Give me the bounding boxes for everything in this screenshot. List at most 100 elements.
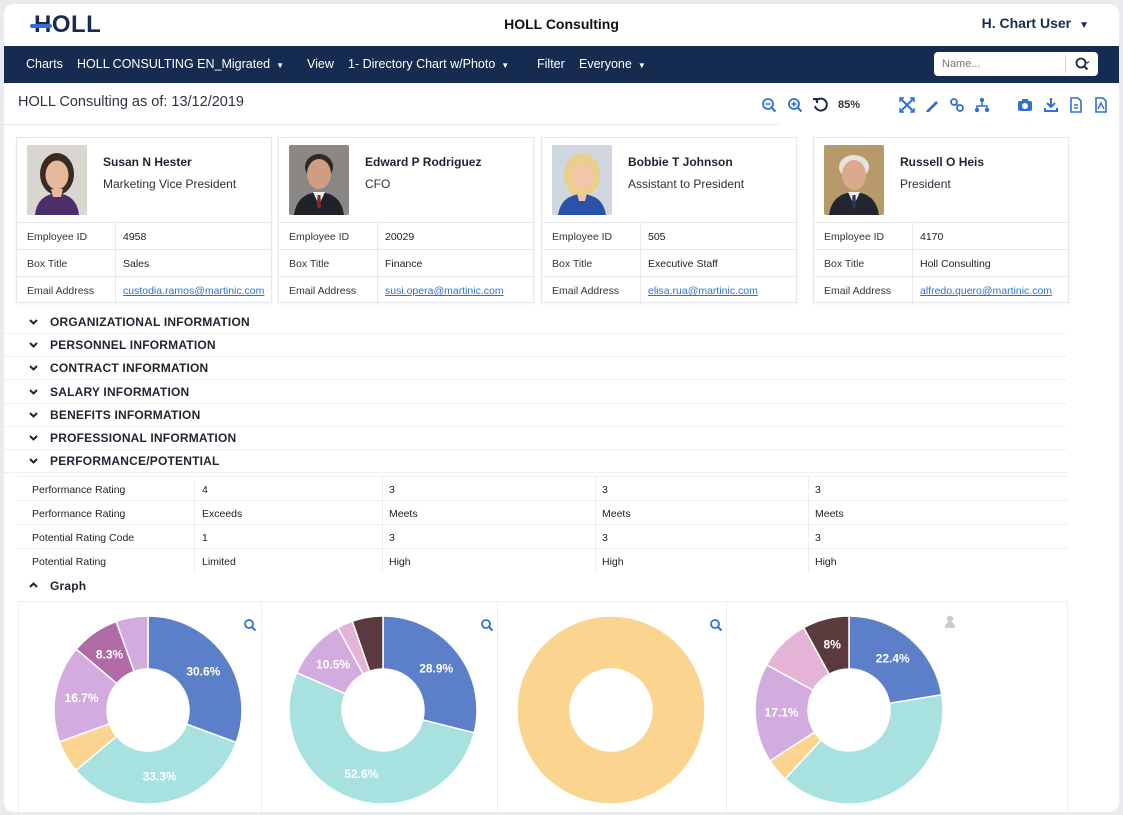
- cell-divider: [382, 501, 383, 525]
- cell-divider: [595, 549, 596, 573]
- charts-label: Charts: [26, 57, 63, 71]
- section-benefits-information[interactable]: BENEFITS INFORMATION: [4, 404, 1067, 427]
- row-label: Potential Rating: [32, 556, 107, 568]
- cell-divider: [194, 477, 195, 501]
- chart-zoom-icon[interactable]: [481, 619, 494, 632]
- chart-zoom-icon[interactable]: [244, 619, 257, 632]
- email-link[interactable]: elisa.rua@martinic.com: [648, 285, 758, 297]
- charts-dropdown-value: HOLL CONSULTING EN_Migrated: [77, 57, 271, 71]
- donut-chart[interactable]: 30.6% 33.3% 16.7% 8.3%: [53, 615, 243, 805]
- link-icon[interactable]: [949, 97, 965, 113]
- donut-slice[interactable]: [784, 693, 944, 805]
- chevron-down-icon: [29, 458, 38, 464]
- email-link[interactable]: custodia.ramos@martinic.com: [123, 285, 265, 297]
- box-title-row: Box Title Finance: [279, 249, 533, 277]
- slice-label: 8%: [824, 638, 842, 652]
- export-pdf-icon[interactable]: [1093, 97, 1109, 113]
- camera-icon[interactable]: [1017, 97, 1033, 113]
- employee-card[interactable]: Bobbie T Johnson Assistant to President …: [541, 137, 797, 304]
- donut-chart[interactable]: 22.4% 17.1% 8%: [754, 615, 944, 805]
- section-label: SALARY INFORMATION: [50, 385, 190, 399]
- reset-zoom-icon[interactable]: [812, 97, 828, 113]
- section-contract-information[interactable]: CONTRACT INFORMATION: [4, 357, 1067, 380]
- donut-slice[interactable]: [288, 671, 476, 805]
- filter-dropdown-value: Everyone: [579, 57, 632, 71]
- donut-chart[interactable]: 28.9% 52.6% 10.5%: [288, 615, 478, 805]
- employee-photo: [824, 145, 884, 215]
- search-separator: [1065, 55, 1066, 73]
- email-row: Email Address custodia.ramos@martinic.com: [17, 276, 271, 304]
- search-input[interactable]: [942, 56, 1060, 72]
- edit-icon[interactable]: [924, 97, 940, 113]
- employee-id-row: Employee ID 4958: [17, 222, 271, 250]
- view-dropdown-value: 1- Directory Chart w/Photo: [348, 57, 496, 71]
- employee-card[interactable]: Susan N Hester Marketing Vice President …: [16, 137, 272, 304]
- row-label: Potential Rating Code: [32, 532, 135, 544]
- employee-card[interactable]: Russell O Heis President Employee ID 4170…: [813, 137, 1069, 304]
- graph-divider: [261, 602, 262, 812]
- table-cell: 3: [815, 532, 821, 544]
- table-cell: 3: [389, 532, 395, 544]
- download-icon[interactable]: [1043, 97, 1059, 113]
- table-cell: Limited: [202, 556, 236, 568]
- row-label: Performance Rating: [32, 508, 126, 520]
- slice-label: 28.9%: [419, 661, 453, 675]
- email-link[interactable]: alfredo.quero@martinic.com: [920, 285, 1053, 297]
- view-dropdown[interactable]: 1- Directory Chart w/Photo ▼: [348, 57, 509, 71]
- table-cell: 3: [815, 484, 821, 496]
- box-title-row: Box Title Holl Consulting: [814, 249, 1068, 277]
- chart-zoom-icon[interactable]: [710, 619, 723, 632]
- section-performance-potential[interactable]: PERFORMANCE/POTENTIAL: [4, 450, 1067, 473]
- donut-slice[interactable]: [382, 615, 478, 734]
- employee-title: Marketing Vice President: [103, 177, 237, 191]
- cell-divider: [377, 277, 378, 304]
- top-header: HOLL HOLL Consulting H. Chart User ▼: [4, 4, 1119, 46]
- zoom-out-icon[interactable]: [761, 97, 777, 113]
- field-label: Email Address: [552, 285, 620, 297]
- employee-details: Employee ID 4958 Box Title Sales Email Add…: [17, 222, 271, 304]
- table-cell: Meets: [602, 508, 631, 520]
- cell-divider: [115, 277, 116, 304]
- employee-id-value: 4170: [920, 231, 944, 243]
- hierarchy-icon[interactable]: [974, 97, 990, 113]
- section-salary-information[interactable]: SALARY INFORMATION: [4, 381, 1067, 404]
- cell-divider: [595, 525, 596, 549]
- employee-id-value: 20029: [385, 231, 415, 243]
- table-cell: Meets: [389, 508, 418, 520]
- holl-logo[interactable]: HOLL: [30, 11, 101, 39]
- graph-charts: 30.6% 33.3% 16.7% 8.3% 28.9% 52.6% 10.5% 22.4% 1…: [53, 615, 955, 805]
- chevron-up-icon: [29, 582, 38, 588]
- donut-slice[interactable]: [147, 615, 243, 744]
- export-doc-icon[interactable]: [1068, 97, 1084, 113]
- fit-screen-icon[interactable]: [899, 97, 915, 113]
- donut-chart[interactable]: [516, 615, 706, 805]
- email-link[interactable]: susi.opera@martinic.com: [385, 285, 504, 297]
- section-label: Graph: [50, 579, 87, 593]
- donut-slice[interactable]: [74, 723, 238, 805]
- section-professional-information[interactable]: PROFESSIONAL INFORMATION: [4, 427, 1067, 450]
- donut-slice[interactable]: [516, 615, 706, 805]
- search-icon[interactable]: [1074, 56, 1092, 72]
- donut-slice[interactable]: [351, 615, 384, 673]
- field-label: Employee ID: [289, 231, 350, 243]
- donut-slice[interactable]: [802, 615, 850, 676]
- donut-slice[interactable]: [115, 615, 149, 673]
- employee-card[interactable]: Edward P Rodriguez CFO Employee ID 20029 …: [278, 137, 534, 304]
- filter-dropdown[interactable]: Everyone ▼: [579, 57, 646, 71]
- zoom-in-icon[interactable]: [787, 97, 803, 113]
- page-title: HOLL Consulting as of: 13/12/2019: [18, 94, 244, 110]
- section-personnel-information[interactable]: PERSONNEL INFORMATION: [4, 334, 1067, 357]
- donut-slice[interactable]: [848, 615, 943, 705]
- logo-accent: [30, 24, 52, 28]
- charts-dropdown[interactable]: HOLL CONSULTING EN_Migrated ▼: [77, 57, 284, 71]
- user-silhouette-icon: [945, 615, 955, 628]
- table-cell: 3: [389, 484, 395, 496]
- field-label: Box Title: [289, 258, 330, 270]
- employee-name: Susan N Hester: [103, 155, 192, 169]
- email-row: Email Address elisa.rua@martinic.com: [542, 276, 796, 304]
- section-organizational-information[interactable]: ORGANIZATIONAL INFORMATION: [4, 311, 1067, 334]
- section-graph[interactable]: Graph: [4, 575, 1067, 598]
- box-title-row: Box Title Executive Staff: [542, 249, 796, 277]
- cell-divider: [382, 477, 383, 501]
- user-menu[interactable]: H. Chart User ▼: [982, 15, 1089, 31]
